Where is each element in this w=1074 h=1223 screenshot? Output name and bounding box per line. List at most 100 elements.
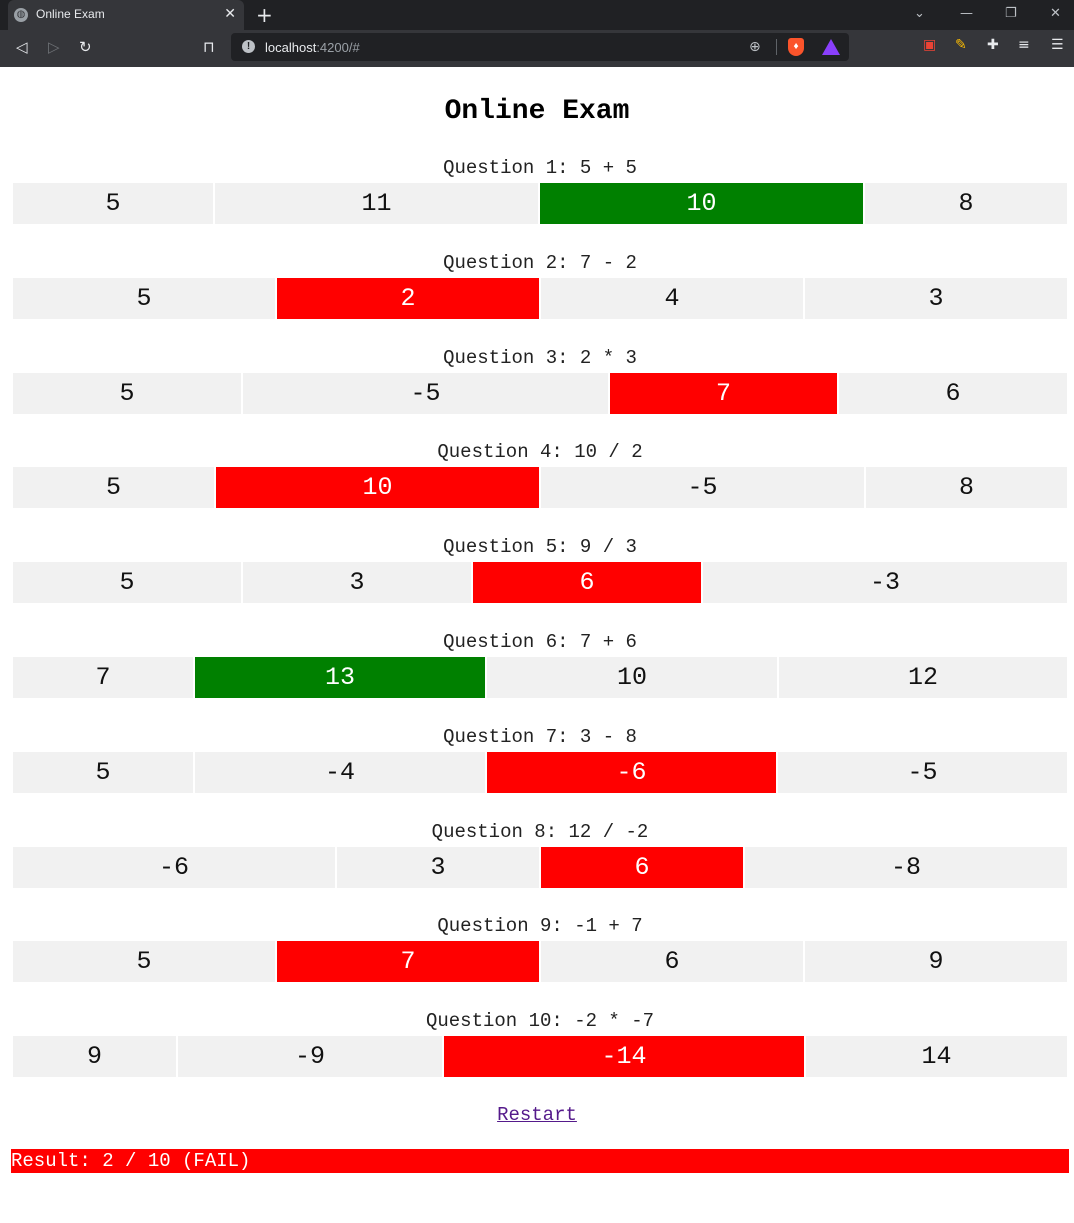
answer-option[interactable]: -3 (703, 562, 1067, 603)
answer-option[interactable]: 6 (839, 373, 1067, 414)
answer-option-correct[interactable]: 13 (195, 657, 485, 698)
restore-icon[interactable]: ❐ (1005, 6, 1017, 21)
question-label: Question 5: 9 / 3 (443, 536, 637, 558)
question-label: Question 3: 2 * 3 (443, 347, 637, 369)
close-tab-icon[interactable]: ✕ (224, 5, 236, 21)
question-label: Question 10: -2 * -7 (425, 1010, 655, 1032)
answer-option[interactable]: -6 (13, 847, 335, 888)
answer-option[interactable]: 5 (13, 941, 275, 982)
question-block: Question 1: 5 + 5 5 11 10 8 (13, 157, 1067, 224)
answer-option[interactable]: 3 (805, 278, 1067, 319)
browser-chrome: ◍ Online Exam ✕ + ⌄ — ❐ ✕ ◁ ▷ ↻ ⊓ ! loca… (0, 0, 1074, 67)
browser-tab[interactable]: ◍ Online Exam ✕ (8, 0, 244, 30)
answer-option[interactable]: -4 (195, 752, 485, 793)
new-tab-icon[interactable]: + (256, 3, 273, 27)
answer-options: 5 -4 -6 -5 (13, 752, 1067, 793)
extension-icon[interactable]: ✎ (955, 37, 967, 53)
minimize-icon[interactable]: — (960, 6, 973, 21)
back-icon[interactable]: ◁ (16, 38, 28, 56)
answer-option[interactable]: 7 (13, 657, 193, 698)
close-window-icon[interactable]: ✕ (1050, 6, 1061, 21)
url-text[interactable]: localhost:4200/# (265, 40, 360, 55)
answer-options: 9 -9 -14 14 (13, 1036, 1067, 1077)
reload-icon[interactable]: ↻ (79, 38, 92, 56)
navigation-bar: ◁ ▷ ↻ ⊓ ! localhost:4200/# ⊕ ♦ ▣ ✎ ✚ ≡ ☰ (0, 30, 1074, 67)
brave-shields-icon[interactable]: ♦ (788, 38, 804, 56)
tab-bar: ◍ Online Exam ✕ + ⌄ — ❐ ✕ (0, 0, 1074, 30)
answer-option[interactable]: 6 (541, 941, 803, 982)
answer-option-wrong[interactable]: 7 (277, 941, 539, 982)
answer-option[interactable]: 5 (13, 183, 213, 224)
answer-option-wrong[interactable]: -6 (487, 752, 776, 793)
question-label: Question 8: 12 / -2 (431, 821, 649, 843)
answer-option[interactable]: -5 (778, 752, 1067, 793)
answer-option-correct[interactable]: 10 (540, 183, 863, 224)
answer-option-wrong[interactable]: 6 (541, 847, 743, 888)
question-label: Question 4: 10 / 2 (437, 441, 643, 463)
question-label: Question 2: 7 - 2 (443, 252, 637, 274)
answer-options: 7 13 10 12 (13, 657, 1067, 698)
question-label: Question 1: 5 + 5 (443, 157, 637, 179)
answer-options: 5 -5 7 6 (13, 373, 1067, 414)
answer-option[interactable]: 10 (487, 657, 777, 698)
answer-option[interactable]: 5 (13, 752, 193, 793)
brave-rewards-icon[interactable] (822, 39, 840, 55)
question-label: Question 7: 3 - 8 (443, 726, 637, 748)
tab-search-icon[interactable]: ⌄ (914, 6, 925, 21)
question-block: Question 8: 12 / -2 -6 3 6 -8 (13, 821, 1067, 888)
answer-option[interactable]: 8 (865, 183, 1067, 224)
answer-option-wrong[interactable]: 2 (277, 278, 539, 319)
answer-options: 5 3 6 -3 (13, 562, 1067, 603)
question-block: Question 6: 7 + 6 7 13 10 12 (13, 631, 1067, 698)
answer-option-wrong[interactable]: 10 (216, 467, 539, 508)
answer-option-wrong[interactable]: 6 (473, 562, 701, 603)
answer-option[interactable]: 5 (13, 562, 241, 603)
question-block: Question 4: 10 / 2 5 10 -5 8 (13, 441, 1067, 508)
answer-option[interactable]: 4 (541, 278, 803, 319)
question-block: Question 3: 2 * 3 5 -5 7 6 (13, 347, 1067, 414)
result-bar: Result: 2 / 10 (FAIL) (11, 1149, 1069, 1173)
answer-option[interactable]: 8 (866, 467, 1067, 508)
answer-option[interactable]: -5 (541, 467, 864, 508)
globe-icon: ◍ (14, 8, 28, 22)
answer-option[interactable]: 5 (13, 278, 275, 319)
answer-option-wrong[interactable]: 7 (610, 373, 837, 414)
answer-option[interactable]: 5 (13, 373, 241, 414)
answer-option[interactable]: -8 (745, 847, 1067, 888)
answer-option[interactable]: 14 (806, 1036, 1067, 1077)
tab-title: Online Exam (36, 7, 105, 21)
answer-option[interactable]: 9 (13, 1036, 176, 1077)
bookmark-icon[interactable]: ⊓ (203, 38, 215, 56)
media-queue-icon[interactable]: ≡ (1018, 37, 1030, 53)
answer-options: 5 11 10 8 (13, 183, 1067, 224)
menu-icon[interactable]: ☰ (1051, 37, 1064, 53)
question-label: Question 6: 7 + 6 (443, 631, 637, 653)
extensions-puzzle-icon[interactable]: ✚ (987, 37, 999, 53)
question-block: Question 5: 9 / 3 5 3 6 -3 (13, 536, 1067, 603)
site-info-icon[interactable]: ! (242, 40, 255, 53)
answer-option[interactable]: 3 (243, 562, 471, 603)
extension-icon[interactable]: ▣ (923, 37, 937, 53)
answer-options: 5 10 -5 8 (13, 467, 1067, 508)
page-title: Online Exam (444, 96, 630, 127)
zoom-icon[interactable]: ⊕ (749, 38, 761, 54)
omnibox-divider (776, 39, 777, 55)
answer-option[interactable]: 5 (13, 467, 214, 508)
answer-option[interactable]: -9 (178, 1036, 442, 1077)
restart-link[interactable]: Restart (497, 1104, 577, 1126)
question-label: Question 9: -1 + 7 (437, 915, 643, 937)
forward-icon[interactable]: ▷ (48, 38, 60, 56)
answer-option[interactable]: 11 (215, 183, 538, 224)
answer-option[interactable]: -5 (243, 373, 608, 414)
answer-option[interactable]: 3 (337, 847, 539, 888)
answer-option[interactable]: 9 (805, 941, 1067, 982)
answer-option-wrong[interactable]: -14 (444, 1036, 804, 1077)
answer-option[interactable]: 12 (779, 657, 1067, 698)
address-bar[interactable]: ! localhost:4200/# ⊕ ♦ (231, 33, 849, 61)
question-block: Question 10: -2 * -7 9 -9 -14 14 (13, 1010, 1067, 1077)
question-block: Question 7: 3 - 8 5 -4 -6 -5 (13, 726, 1067, 793)
